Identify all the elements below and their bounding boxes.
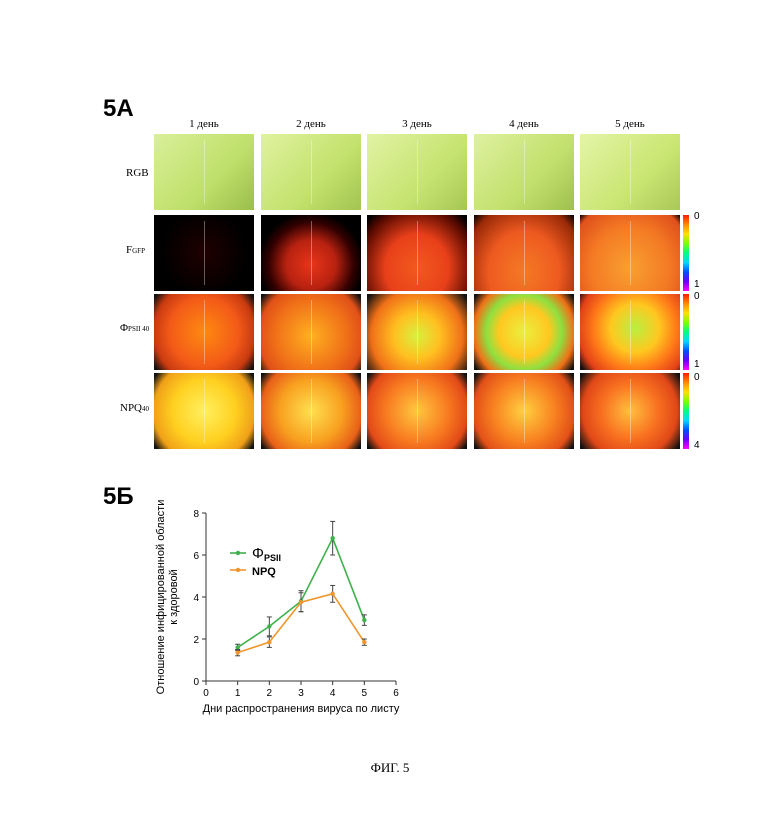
day-label-5: 5 день bbox=[580, 118, 680, 130]
legend-label-1: NPQ bbox=[252, 566, 276, 578]
legend-label-0: ΦPSII bbox=[252, 545, 281, 563]
x-tick-label: 6 bbox=[393, 688, 399, 699]
x-tick-label: 1 bbox=[235, 688, 241, 699]
day-label-1: 1 день bbox=[154, 118, 254, 130]
x-tick-label: 3 bbox=[298, 688, 304, 699]
row-label-phipsii: ΦPSII 40 bbox=[120, 322, 149, 334]
leaf-image-phipsii-day-2 bbox=[261, 294, 361, 370]
leaf-vein bbox=[311, 221, 312, 285]
y-tick-label: 2 bbox=[193, 635, 199, 646]
data-point bbox=[235, 645, 239, 649]
legend-marker-1 bbox=[236, 568, 240, 572]
data-point bbox=[330, 592, 334, 596]
y-tick-label: 8 bbox=[193, 509, 199, 520]
leaf-vein bbox=[311, 140, 312, 204]
leaf-vein bbox=[630, 379, 631, 443]
data-point bbox=[362, 618, 366, 622]
legend-marker-0 bbox=[236, 551, 240, 555]
leaf-vein bbox=[417, 379, 418, 443]
figure-caption: ФИГ. 5 bbox=[0, 760, 780, 776]
data-point bbox=[299, 600, 303, 604]
leaf-vein bbox=[311, 300, 312, 364]
row-label-npq: NPQ40 bbox=[120, 402, 149, 414]
data-point bbox=[362, 640, 366, 644]
leaf-image-fgfp-day-1 bbox=[154, 215, 254, 291]
leaf-vein bbox=[204, 379, 205, 443]
data-point bbox=[330, 536, 334, 540]
leaf-image-fgfp-day-3 bbox=[367, 215, 467, 291]
leaf-vein bbox=[524, 221, 525, 285]
leaf-vein bbox=[204, 221, 205, 285]
leaf-image-rgb-day-1 bbox=[154, 134, 254, 210]
leaf-vein bbox=[204, 300, 205, 364]
leaf-image-fgfp-day-2 bbox=[261, 215, 361, 291]
line-chart: 0 1 2 3 4 5 6 0 2 4 6 8 Дни распространения вируса п… bbox=[150, 500, 440, 730]
leaf-vein bbox=[311, 379, 312, 443]
leaf-image-phipsii-day-1 bbox=[154, 294, 254, 370]
colorbar-phipsii-top: 0 bbox=[694, 291, 700, 302]
colorbar-fgfp-bottom: 1 bbox=[694, 279, 700, 290]
x-tick-label: 2 bbox=[267, 688, 273, 699]
row-label-rgb: RGB bbox=[126, 167, 149, 179]
leaf-image-npq-day-4 bbox=[474, 373, 574, 449]
day-label-4: 4 день bbox=[474, 118, 574, 130]
leaf-image-fgfp-day-4 bbox=[474, 215, 574, 291]
leaf-image-npq-day-2 bbox=[261, 373, 361, 449]
colorbar-npq-bottom: 4 bbox=[694, 440, 700, 451]
colorbar-phipsii-bottom: 1 bbox=[694, 359, 700, 370]
leaf-image-phipsii-day-5 bbox=[580, 294, 680, 370]
leaf-vein bbox=[630, 300, 631, 364]
y-tick-label: 6 bbox=[193, 551, 199, 562]
leaf-vein bbox=[417, 221, 418, 285]
x-tick-label: 4 bbox=[330, 688, 336, 699]
day-label-2: 2 день bbox=[261, 118, 361, 130]
panel-a-label: 5A bbox=[103, 95, 134, 123]
leaf-image-npq-day-3 bbox=[367, 373, 467, 449]
leaf-vein bbox=[417, 300, 418, 364]
x-tick-label: 0 bbox=[203, 688, 209, 699]
leaf-vein bbox=[524, 379, 525, 443]
day-label-3: 3 день bbox=[367, 118, 467, 130]
leaf-vein bbox=[524, 140, 525, 204]
colorbar-fgfp bbox=[683, 215, 689, 291]
y-axis-label: Отношение инфицированной областик здоров… bbox=[155, 500, 180, 694]
leaf-image-phipsii-day-3 bbox=[367, 294, 467, 370]
x-axis-label: Дни распространения вируса по листу bbox=[203, 703, 400, 715]
leaf-image-rgb-day-4 bbox=[474, 134, 574, 210]
row-label-fgfp: FGFP bbox=[126, 244, 145, 256]
leaf-image-phipsii-day-4 bbox=[474, 294, 574, 370]
leaf-vein bbox=[524, 300, 525, 364]
data-point bbox=[267, 624, 271, 628]
leaf-vein bbox=[630, 140, 631, 204]
leaf-image-rgb-day-3 bbox=[367, 134, 467, 210]
leaf-image-fgfp-day-5 bbox=[580, 215, 680, 291]
leaf-vein bbox=[204, 140, 205, 204]
panel-b-label: 5Б bbox=[103, 483, 134, 511]
data-point bbox=[235, 650, 239, 654]
y-tick-label: 4 bbox=[193, 593, 199, 604]
colorbar-npq bbox=[683, 373, 689, 449]
colorbar-phipsii bbox=[683, 294, 689, 370]
leaf-image-npq-day-5 bbox=[580, 373, 680, 449]
leaf-image-npq-day-1 bbox=[154, 373, 254, 449]
y-tick-label: 0 bbox=[193, 677, 199, 688]
colorbar-npq-top: 0 bbox=[694, 372, 700, 383]
leaf-image-rgb-day-5 bbox=[580, 134, 680, 210]
leaf-vein bbox=[630, 221, 631, 285]
x-tick-label: 5 bbox=[362, 688, 368, 699]
leaf-image-rgb-day-2 bbox=[261, 134, 361, 210]
data-point bbox=[267, 640, 271, 644]
colorbar-fgfp-top: 0 bbox=[694, 211, 700, 222]
leaf-vein bbox=[417, 140, 418, 204]
